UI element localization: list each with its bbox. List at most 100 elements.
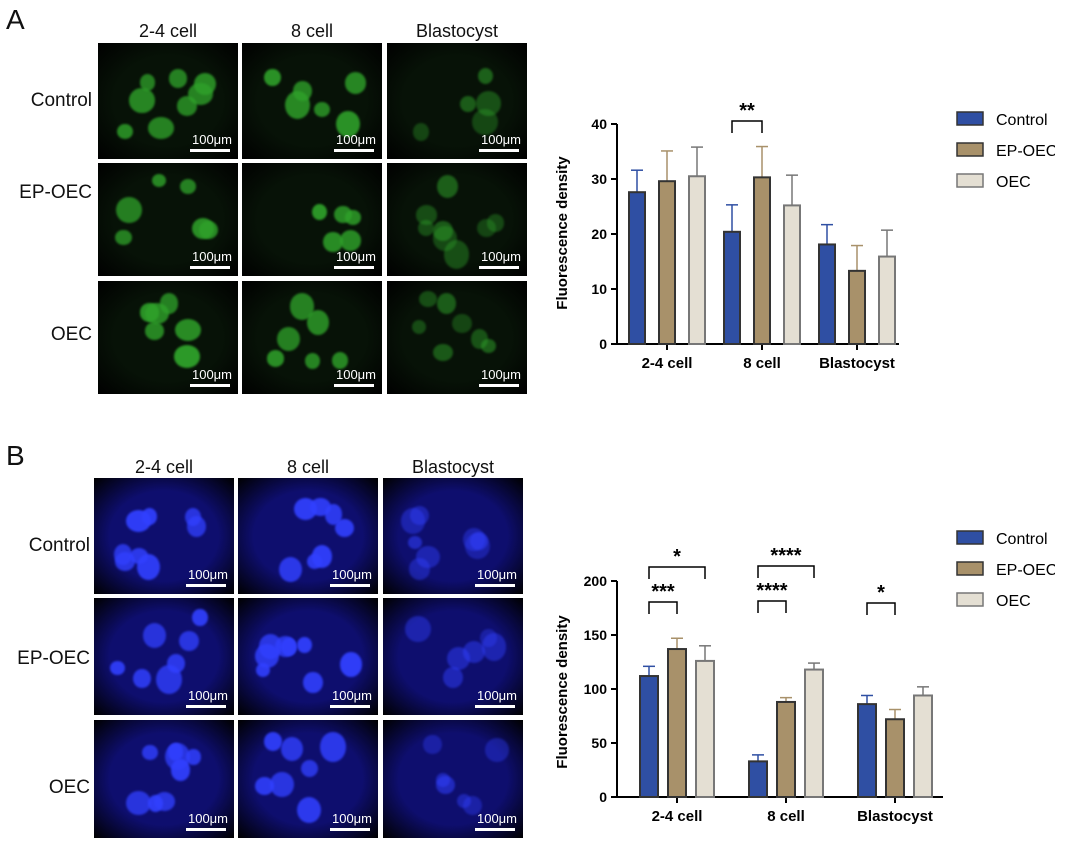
legend-label-ep-oec: EP-OEC: [996, 143, 1055, 160]
micrograph-ep-oec-8-cell: 100μm: [238, 598, 378, 715]
embryo-spot: [332, 352, 349, 369]
embryo-spot: [405, 615, 432, 642]
y-tick-label: 0: [599, 336, 607, 352]
scale-bar-label: 100μm: [331, 567, 372, 582]
panel-b-column-2-4-cell: 2-4 cell: [134, 457, 194, 477]
legend-swatch-control: [956, 530, 984, 545]
embryo-spot: [456, 793, 471, 808]
panel-a-column-8-cell: 8 cell: [290, 21, 334, 41]
legend-label-control: Control: [996, 531, 1048, 548]
scale-bar: [334, 266, 374, 269]
significance-bracket: [648, 566, 706, 579]
bar-ep-oec: [885, 718, 905, 799]
scale-bar: [186, 584, 226, 587]
panel-b-letter: B: [6, 440, 25, 471]
legend-label-oec: OEC: [996, 593, 1031, 610]
embryo-spot: [418, 219, 435, 237]
embryo-spot: [179, 631, 199, 652]
significance-bracket: [731, 120, 763, 133]
embryo-spot: [148, 117, 174, 140]
scale-bar-label: 100μm: [480, 367, 521, 382]
bar-oec: [878, 255, 896, 345]
embryo-spot: [175, 318, 201, 341]
embryo-spot: [281, 638, 298, 657]
legend-label-oec: OEC: [996, 174, 1031, 191]
embryo-spot: [170, 759, 191, 781]
micrograph-oec-blastocyst: 100μm: [383, 720, 523, 838]
embryo-spot: [412, 123, 429, 141]
embryo-spot: [452, 313, 473, 334]
embryo-spot: [324, 504, 343, 525]
embryo-spot: [415, 205, 438, 225]
scale-bar-label: 100μm: [187, 811, 228, 826]
scale-bar-label: 100μm: [335, 249, 376, 264]
embryo-spot: [142, 623, 166, 649]
scale-bar-label: 100μm: [476, 811, 517, 826]
embryo-spot: [192, 218, 215, 240]
scale-bar-label: 100μm: [480, 132, 521, 147]
scale-bar: [475, 705, 515, 708]
bar-control: [723, 230, 741, 345]
scale-bar: [330, 705, 370, 708]
embryo-spot: [168, 69, 188, 88]
micrograph-control-2-4-cell: 100μm: [94, 478, 234, 594]
embryo-spot: [400, 508, 426, 535]
scale-bar: [186, 705, 226, 708]
scale-bar: [190, 266, 230, 269]
embryo-spot: [409, 558, 431, 580]
significance-bracket: [757, 565, 815, 578]
embryo-spot: [481, 632, 507, 661]
scale-bar-label: 100μm: [187, 688, 228, 703]
embryo-spot: [140, 74, 156, 91]
bar-oec: [913, 694, 933, 798]
embryo-spot: [314, 101, 331, 117]
significance-bracket: [757, 600, 787, 613]
embryo-spot: [432, 343, 453, 362]
panel-b-y-axis-label: Fluorescence density: [554, 615, 571, 769]
x-tick-label: 2-4 cell: [642, 355, 693, 372]
embryo-spot: [446, 647, 470, 671]
embryo-spot: [113, 544, 133, 566]
x-tick-label: 8 cell: [767, 808, 805, 825]
embryo-spot: [480, 338, 496, 354]
scale-bar: [330, 584, 370, 587]
legend-label-control: Control: [996, 112, 1048, 129]
embryo-spot: [484, 737, 510, 762]
bar-oec: [804, 668, 824, 798]
embryo-spot: [407, 536, 422, 549]
embryo-spot: [437, 293, 456, 315]
embryo-spot: [432, 220, 453, 242]
embryo-spot: [284, 91, 310, 120]
micrograph-oec-2-4-cell: 100μm: [94, 720, 234, 838]
embryo-spot: [419, 291, 437, 307]
scale-bar: [475, 584, 515, 587]
micrograph-ep-oec-2-4-cell: 100μm: [94, 598, 234, 715]
scale-bar-label: 100μm: [187, 567, 228, 582]
bar-ep-oec: [848, 269, 866, 346]
bar-ep-oec: [658, 180, 676, 345]
embryo-spot: [470, 532, 489, 550]
scale-bar: [190, 384, 230, 387]
panel-a-letter: A: [6, 4, 25, 35]
embryo-spot: [152, 173, 167, 187]
y-tick-label: 150: [584, 627, 608, 643]
embryo-spot: [147, 795, 164, 812]
embryo-spot: [311, 544, 333, 569]
embryo-spot: [186, 749, 201, 765]
embryo-spot: [443, 666, 464, 689]
scale-bar: [190, 149, 230, 152]
legend-swatch-ep-oec: [956, 561, 984, 576]
embryo-spot: [334, 205, 352, 224]
embryo-spot: [478, 68, 494, 85]
bar-control: [857, 703, 877, 798]
significance-label: **: [739, 100, 755, 122]
scale-bar-label: 100μm: [480, 249, 521, 264]
y-tick-label: 30: [591, 171, 607, 187]
embryo-spot: [280, 736, 303, 761]
embryo-spot: [486, 214, 505, 232]
embryo-spot: [462, 527, 485, 552]
y-tick-label: 200: [584, 573, 608, 589]
embryo-spot: [335, 110, 360, 138]
panel-a-column-blastocyst: Blastocyst: [415, 21, 499, 41]
